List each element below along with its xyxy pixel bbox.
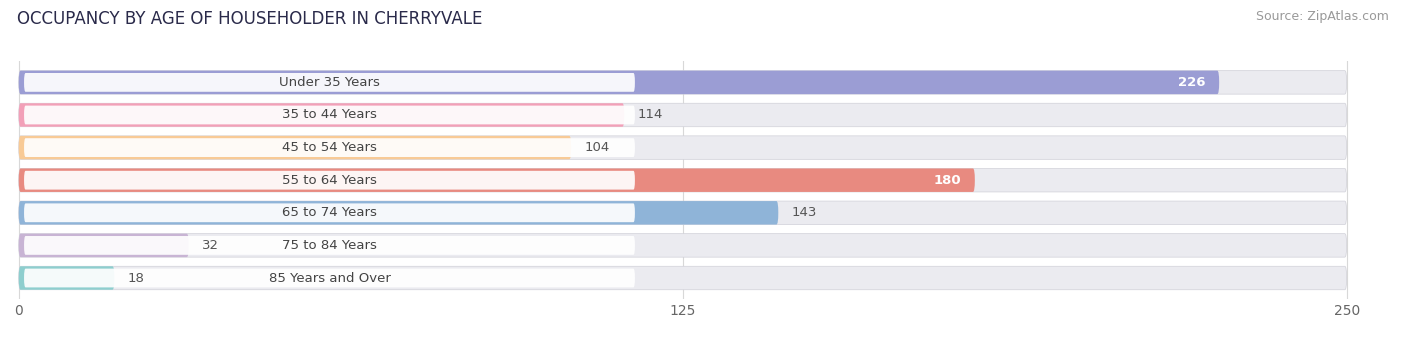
- FancyBboxPatch shape: [18, 136, 571, 159]
- FancyBboxPatch shape: [24, 269, 636, 287]
- Text: 114: 114: [637, 108, 662, 121]
- FancyBboxPatch shape: [24, 106, 636, 124]
- FancyBboxPatch shape: [18, 168, 974, 192]
- Text: 65 to 74 Years: 65 to 74 Years: [283, 206, 377, 219]
- Text: 143: 143: [792, 206, 817, 219]
- FancyBboxPatch shape: [24, 203, 636, 222]
- FancyBboxPatch shape: [18, 103, 1347, 127]
- Text: 35 to 44 Years: 35 to 44 Years: [283, 108, 377, 121]
- FancyBboxPatch shape: [24, 171, 636, 190]
- FancyBboxPatch shape: [24, 138, 636, 157]
- FancyBboxPatch shape: [18, 103, 624, 127]
- FancyBboxPatch shape: [18, 201, 779, 224]
- Text: 226: 226: [1178, 76, 1206, 89]
- Text: 85 Years and Over: 85 Years and Over: [269, 272, 391, 285]
- FancyBboxPatch shape: [18, 136, 1347, 159]
- FancyBboxPatch shape: [24, 73, 636, 92]
- Text: 18: 18: [128, 272, 145, 285]
- Text: 32: 32: [202, 239, 219, 252]
- FancyBboxPatch shape: [18, 71, 1347, 94]
- Text: 45 to 54 Years: 45 to 54 Years: [283, 141, 377, 154]
- FancyBboxPatch shape: [24, 236, 636, 255]
- FancyBboxPatch shape: [18, 234, 188, 257]
- FancyBboxPatch shape: [18, 201, 1347, 224]
- Text: 104: 104: [585, 141, 610, 154]
- Text: Under 35 Years: Under 35 Years: [278, 76, 380, 89]
- Text: Source: ZipAtlas.com: Source: ZipAtlas.com: [1256, 10, 1389, 23]
- FancyBboxPatch shape: [18, 71, 1219, 94]
- FancyBboxPatch shape: [18, 168, 1347, 192]
- Text: 75 to 84 Years: 75 to 84 Years: [283, 239, 377, 252]
- Text: 180: 180: [934, 174, 962, 187]
- Text: OCCUPANCY BY AGE OF HOUSEHOLDER IN CHERRYVALE: OCCUPANCY BY AGE OF HOUSEHOLDER IN CHERR…: [17, 10, 482, 28]
- FancyBboxPatch shape: [18, 266, 1347, 290]
- FancyBboxPatch shape: [18, 266, 114, 290]
- FancyBboxPatch shape: [18, 234, 1347, 257]
- Text: 55 to 64 Years: 55 to 64 Years: [283, 174, 377, 187]
